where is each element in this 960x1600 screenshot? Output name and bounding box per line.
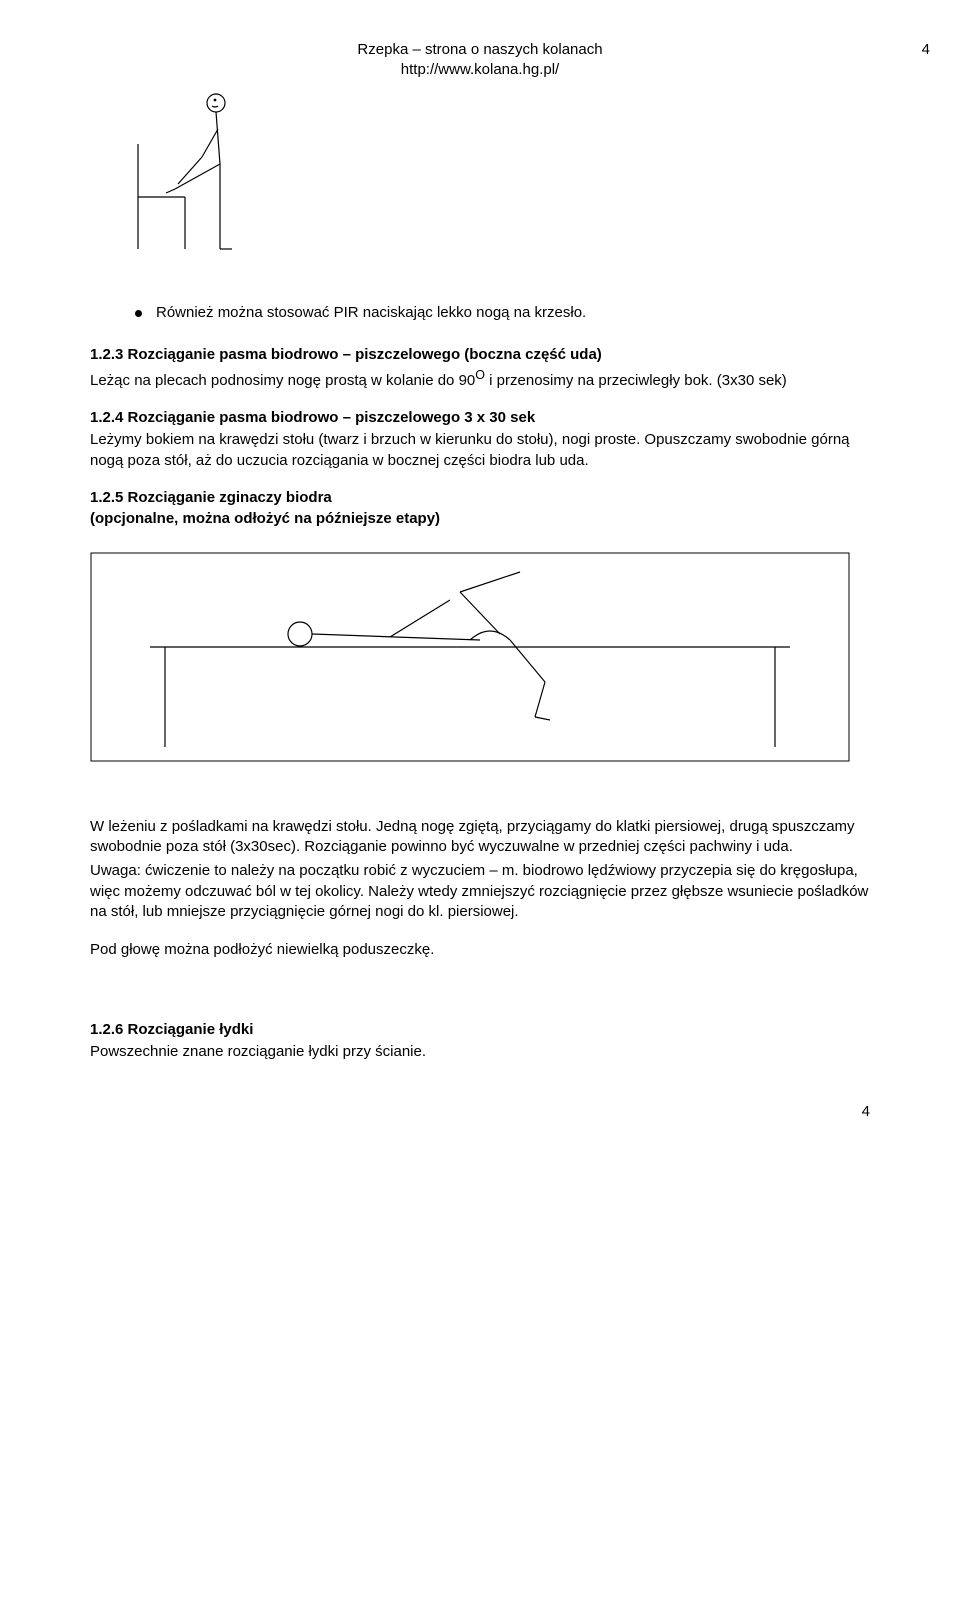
header-page-number: 4 [922, 40, 930, 60]
footer-page-number: 4 [90, 1103, 870, 1120]
section-body-126: Powszechnie znane rozciąganie łydki przy… [90, 1042, 870, 1062]
header-title-line2: http://www.kolana.hg.pl/ [401, 61, 559, 78]
figure-table-stretch [90, 552, 870, 767]
section-subhead-125: (opcjonalne, można odłożyć na późniejsze… [90, 510, 870, 527]
page-header: Rzepka – strona o naszych kolanach http:… [90, 40, 870, 79]
bullet-dot-icon [135, 310, 142, 317]
stick-figure-chair-icon [130, 89, 290, 269]
bullet-text: Również można stosować PIR naciskając le… [156, 304, 586, 321]
section-heading-125: 1.2.5 Rozciąganie zginaczy biodra [90, 489, 870, 506]
bullet-item: Również można stosować PIR naciskając le… [135, 304, 870, 321]
body125-p2: Uwaga: ćwiczenie to należy na początku r… [90, 861, 870, 922]
section-heading-123: 1.2.3 Rozciąganie pasma biodrowo – piszc… [90, 346, 870, 363]
figure-chair-stretch [130, 89, 870, 274]
body125-p1: W leżeniu z pośladkami na krawędzi stołu… [90, 817, 870, 858]
header-title-line1: Rzepka – strona o naszych kolanach [357, 41, 602, 58]
section-heading-124: 1.2.4 Rozciąganie pasma biodrowo – piszc… [90, 409, 870, 426]
page: Rzepka – strona o naszych kolanach http:… [0, 0, 960, 1180]
section-body-123: Leżąc na plecach podnosimy nogę prostą w… [90, 367, 870, 391]
stick-figure-table-icon [90, 552, 850, 762]
section-body-124: Leżymy bokiem na krawędzi stołu (twarz i… [90, 430, 870, 471]
bullet-list: Również można stosować PIR naciskając le… [135, 304, 870, 321]
section-heading-126: 1.2.6 Rozciąganie łydki [90, 1021, 870, 1038]
body125-p3: Pod głowę można podłożyć niewielką podus… [90, 940, 870, 960]
